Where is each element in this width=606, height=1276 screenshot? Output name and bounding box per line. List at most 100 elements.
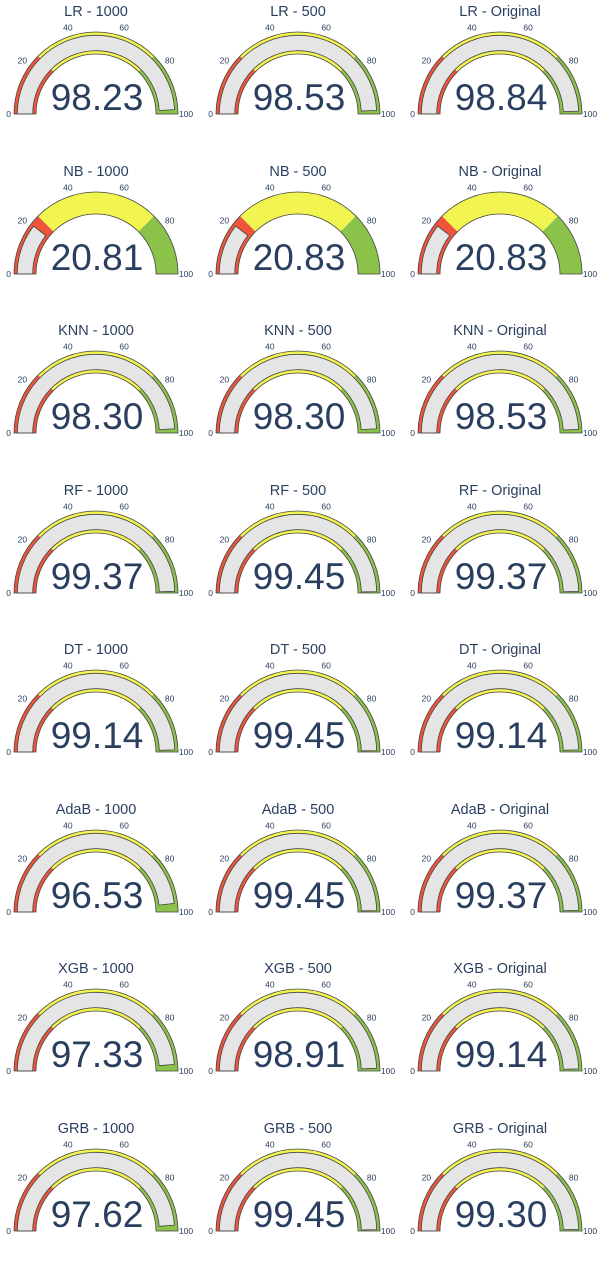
gauge-tick-label: 100 [583,1226,597,1236]
gauge-tick-label: 100 [381,588,395,598]
gauge-title: DT - 1000 [64,642,128,658]
gauge-tick-label: 60 [523,820,533,830]
gauge-chart: 0 20 40 60 80 100 NB - Original 20.83 [404,160,606,319]
gauge-value: 20.83 [253,237,346,278]
gauge-tick-label: 100 [179,269,193,279]
gauge-svg: 0 20 40 60 80 100 XGB - 500 98.91 [208,961,395,1076]
gauge-tick-label: 40 [63,1139,73,1149]
gauge-tick-label: 80 [569,375,579,385]
gauge-tick-label: 100 [583,1066,597,1076]
gauge-chart: 0 20 40 60 80 100 GRB - Original 99.30 [404,1117,606,1276]
gauge-tick-label: 40 [467,1139,477,1149]
gauge-title: KNN - 500 [264,323,332,339]
gauge-value-bar [16,1151,175,1231]
gauge-value-bar [420,991,580,1072]
gauge-step-band [340,215,380,274]
gauge-tick-label: 100 [381,1226,395,1236]
gauge-tick-label: 20 [220,56,230,66]
gauge-value: 97.33 [51,1034,144,1075]
gauge-tick-label: 0 [6,1226,11,1236]
gauge-svg: 0 20 40 60 80 100 KNN - 500 98.30 [208,323,395,438]
gauge-tick-label: 40 [467,501,477,511]
gauge-step-band [240,191,356,232]
gauge-chart: 0 20 40 60 80 100 GRB - 1000 97.62 [0,1117,202,1276]
gauge-value-bar [420,225,451,274]
gauge-tick-label: 60 [523,660,533,670]
gauge-value-bar [218,1151,378,1231]
gauge-chart: 0 20 40 60 80 100 DT - Original 99.14 [404,638,606,797]
gauge-outline [13,350,179,434]
gauge-title: GRB - 1000 [58,1121,135,1137]
gauge-tick-label: 20 [422,694,432,704]
gauge-tick-label: 80 [165,215,175,225]
gauge-svg: 0 20 40 60 80 100 GRB - Original 99.30 [410,1121,597,1236]
gauge-svg: 0 20 40 60 80 100 LR - 1000 98.23 [6,4,193,119]
gauge-chart: 0 20 40 60 80 100 DT - 1000 99.14 [0,638,202,797]
gauge-tick-label: 60 [523,341,533,351]
gauge-chart: 0 20 40 60 80 100 NB - 1000 20.81 [0,160,202,319]
gauge-svg: 0 20 40 60 80 100 LR - 500 98.53 [208,4,395,119]
gauge-svg: 0 20 40 60 80 100 NB - 500 20.83 [208,164,395,279]
gauge-outline [215,1148,381,1231]
gauge-value-bar [16,353,176,434]
gauge-value: 99.37 [51,556,144,597]
gauge-svg: 0 20 40 60 80 100 AdaB - Original 99.37 [410,802,597,917]
gauge-tick-label: 80 [165,853,175,863]
gauge-tick-label: 80 [165,375,175,385]
gauge-title: RF - Original [459,483,541,499]
gauge-tick-label: 40 [63,820,73,830]
gauge-value-bar [420,832,580,912]
gauge-tick-label: 0 [6,428,11,438]
gauge-tick-label: 60 [119,660,129,670]
gauge-tick-label: 60 [321,501,331,511]
gauge-svg: 0 20 40 60 80 100 DT - 1000 99.14 [6,642,193,757]
gauge-tick-label: 100 [583,907,597,917]
gauge-tick-label: 80 [569,56,579,66]
gauge-outline [13,31,179,115]
gauge-tick-label: 0 [410,269,415,279]
gauge-tick-label: 100 [583,109,597,119]
gauge-tick-label: 100 [381,428,395,438]
gauge-value-bar [420,353,580,434]
gauge-tick-label: 40 [265,182,275,192]
gauge-tick-label: 60 [119,501,129,511]
gauge-tick-label: 20 [422,1013,432,1023]
gauge-value: 99.45 [253,875,346,916]
gauge-chart: 0 20 40 60 80 100 XGB - 500 98.91 [202,957,404,1116]
gauge-tick-label: 20 [422,215,432,225]
gauge-tick-label: 60 [321,182,331,192]
gauge-outline [417,31,583,115]
gauge-tick-label: 100 [583,428,597,438]
gauge-tick-label: 100 [381,109,395,119]
gauge-value-bar [218,513,378,593]
gauge-outline [215,31,381,115]
gauge-title: RF - 500 [270,483,326,499]
gauge-svg: 0 20 40 60 80 100 GRB - 1000 97.62 [6,1121,193,1236]
gauge-tick-label: 60 [119,1139,129,1149]
gauge-chart: 0 20 40 60 80 100 AdaB - 500 99.45 [202,798,404,957]
gauge-tick-label: 40 [265,22,275,32]
gauge-tick-label: 60 [523,501,533,511]
gauge-value: 98.53 [253,77,346,118]
gauge-tick-label: 20 [220,1013,230,1023]
gauge-tick-label: 60 [119,820,129,830]
gauge-value-bar [16,34,176,115]
gauge-tick-label: 40 [467,182,477,192]
gauge-tick-label: 20 [18,853,28,863]
gauge-grid: 0 20 40 60 80 100 LR - 1000 98.23 0 20 40 60 80 100 LR… [0,0,606,1236]
gauge-tick-label: 40 [63,341,73,351]
gauge-outline [215,191,381,274]
gauge-svg: 0 20 40 60 80 100 NB - Original 20.83 [410,164,597,279]
gauge-value: 99.45 [253,556,346,597]
gauge-tick-label: 60 [321,341,331,351]
gauge-value: 98.23 [51,77,144,118]
gauge-chart: 0 20 40 60 80 100 KNN - 1000 98.30 [0,319,202,478]
gauge-chart: 0 20 40 60 80 100 LR - 500 98.53 [202,0,404,159]
gauge-tick-label: 20 [18,1172,28,1182]
gauge-tick-label: 0 [410,907,415,917]
gauge-value-bar [16,225,47,274]
gauge-tick-label: 0 [410,1066,415,1076]
gauge-tick-label: 60 [321,660,331,670]
gauge-tick-label: 60 [119,341,129,351]
gauge-tick-label: 60 [119,979,129,989]
